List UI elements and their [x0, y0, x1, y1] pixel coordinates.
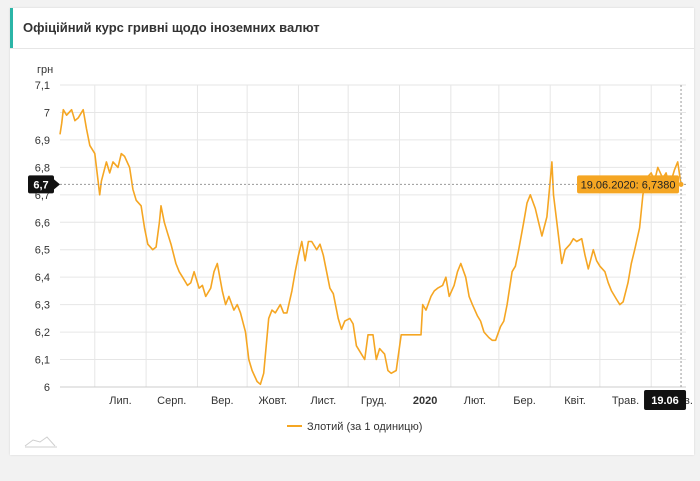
crosshair-point — [678, 181, 684, 187]
x-tick-label: Бер. — [513, 395, 536, 407]
y-tick-label: 7 — [44, 107, 50, 119]
x-tick-label: Лип. — [109, 395, 131, 407]
x-tick-label: Лист. — [310, 395, 336, 407]
y-badge-pointer — [54, 179, 60, 190]
series-layer[interactable] — [59, 108, 682, 386]
y-value-badge — [28, 175, 54, 194]
y-tick-label: 6,9 — [35, 135, 50, 147]
x-badge-label: 19.06 — [651, 395, 679, 407]
x-tick-label: Лют. — [464, 395, 486, 407]
y-axis-label: грн — [37, 64, 53, 76]
y-tick-label: 6,4 — [35, 272, 50, 284]
y-tick-label: 6,1 — [35, 355, 50, 367]
crosshair-layer: 6,7 19.06.2020: 6,7380 19.06 — [28, 85, 687, 410]
legend-layer[interactable]: Злотий (за 1 одиницю) — [287, 421, 422, 433]
panel-header: Офіційний курс гривні щодо іноземних вал… — [10, 8, 694, 49]
y-tick-label: 6 — [44, 382, 50, 394]
page-title: Офіційний курс гривні щодо іноземних вал… — [23, 20, 320, 35]
value-tooltip — [577, 175, 680, 194]
y-tick-label: 6,6 — [35, 217, 50, 229]
x-value-badge — [644, 390, 687, 410]
y-tick-label: 6,3 — [35, 300, 50, 312]
grid-layer — [60, 84, 686, 388]
x-tick-label: Серп. — [157, 395, 186, 407]
series-line-zloty[interactable] — [59, 108, 682, 386]
x-tick-label: 2020 — [413, 395, 437, 407]
tooltip-label: 19.06.2020: 6,7380 — [581, 179, 676, 191]
navigator-layer[interactable] — [24, 436, 57, 448]
x-tick-label: Груд. — [361, 395, 387, 407]
y-badge-label: 6,7 — [33, 179, 48, 191]
x-tick-label: Вер. — [211, 395, 234, 407]
x-tick-label: Квіт. — [564, 395, 586, 407]
y-tick-label: 6,5 — [35, 245, 50, 257]
y-tick-label: 6,2 — [35, 327, 50, 339]
navigator-icon — [24, 436, 56, 447]
y-tick-label: 6,8 — [35, 162, 50, 174]
x-tick-label: Жовт. — [258, 395, 287, 407]
header-accent — [10, 8, 13, 48]
legend-item-zloty[interactable]: Злотий (за 1 одиницю) — [307, 421, 422, 433]
y-tick-label: 7,1 — [35, 80, 50, 92]
axis-layer: 6 6,1 6,2 6,3 6,4 6,5 6,6 6,7 6,8 6,9 7 7,1 грн Лип. С… — [35, 64, 693, 407]
chart-panel: Офіційний курс гривні щодо іноземних вал… — [10, 8, 694, 455]
x-tick-label: Трав. — [612, 395, 639, 407]
